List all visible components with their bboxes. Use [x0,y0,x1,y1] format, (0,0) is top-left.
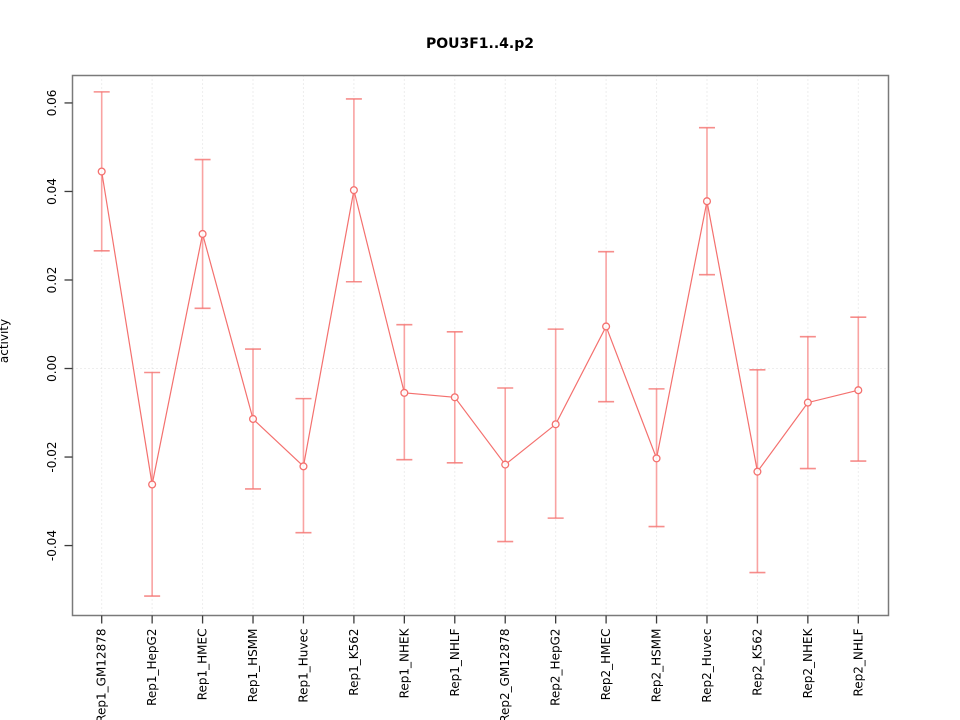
x-tick-label: Rep2_Huvec [700,629,714,703]
x-tick-label: Rep2_NHEK [801,627,815,698]
x-tick-label: Rep2_GM12878 [498,629,512,720]
data-point-marker [400,388,409,397]
y-tick-label: 0.04 [45,178,59,205]
x-tick-label: Rep2_K562 [750,629,764,696]
chart-title: POU3F1..4.p2 [425,36,535,52]
plot-border [71,74,890,617]
data-point-marker [148,480,157,489]
y-tick-label: 0.06 [45,90,59,117]
data-point-marker [652,454,661,463]
x-tick-label: Rep1_HMEC [196,629,210,701]
x-tick-label: Rep1_HSMM [246,629,260,703]
series-line [101,171,859,485]
data-point-marker [198,229,207,239]
x-tick-label: Rep1_NHEK [397,627,411,698]
x-tick-label: Rep1_Huvec [296,629,310,703]
data-point-marker [299,462,308,471]
data-point-marker [501,460,510,469]
data-point-marker [602,322,611,331]
data-point-marker [349,186,358,195]
data-point-marker [248,414,258,424]
y-tick-label: -0.04 [45,530,59,561]
x-tick-label: Rep1_NHLF [448,628,462,696]
data-point-marker [551,420,560,429]
x-tick-label: Rep1_K562 [347,629,361,696]
data-point-marker [854,386,863,395]
x-tick-label: Rep2_HepG2 [549,629,563,706]
y-tick-label: 0.02 [45,267,59,294]
y-tick-label: 0.00 [45,355,59,382]
x-tick-label: Rep2_HSMM [650,629,664,703]
y-tick-label: -0.02 [45,442,59,473]
data-point-marker [753,467,762,476]
data-point-marker [97,167,106,176]
data-point-marker [450,393,459,402]
x-tick-label: Rep2_HMEC [599,629,613,701]
x-tick-label: Rep1_HepG2 [145,629,159,706]
x-tick-label: Rep1_GM12878 [95,629,109,720]
data-point-marker [803,398,812,407]
data-point-marker [702,197,712,206]
x-tick-label: Rep2_NHLF [851,628,865,696]
